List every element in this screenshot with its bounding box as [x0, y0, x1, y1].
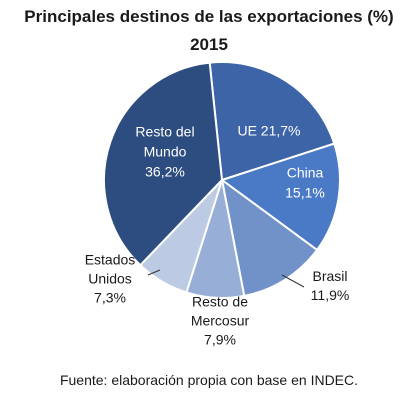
slice-label: 11,9%: [311, 287, 350, 303]
leader-line: [147, 269, 161, 276]
slice-label: Brasil: [312, 268, 347, 284]
slice-label: China: [287, 165, 324, 181]
slice-label: 7,3%: [94, 290, 126, 306]
slice-label: Mercosur: [191, 313, 250, 329]
slice-label: Mundo: [144, 144, 187, 160]
slice-label: 15,1%: [285, 185, 325, 201]
pie-slice-resto-del-mundo: [103, 61, 224, 267]
source-note: Fuente: elaboración propia con base en I…: [59, 372, 359, 388]
slice-label: Resto de: [192, 294, 248, 310]
slice-label: Unidos: [88, 271, 132, 287]
chart-title: Principales destinos de las exportacione…: [24, 7, 394, 26]
pie-slice-china: [219, 142, 341, 252]
slice-label: 36,2%: [145, 164, 185, 180]
slice-label: Resto del: [135, 124, 194, 140]
slice-label: UE 21,7%: [237, 123, 300, 139]
slice-label: Estados: [85, 252, 136, 268]
leader-line: [281, 274, 305, 288]
chart-subtitle: 2015: [190, 35, 228, 54]
slice-label: 7,9%: [204, 332, 236, 348]
pie-slice-ue: [208, 61, 336, 182]
pie-slice-brasil: [220, 177, 319, 298]
